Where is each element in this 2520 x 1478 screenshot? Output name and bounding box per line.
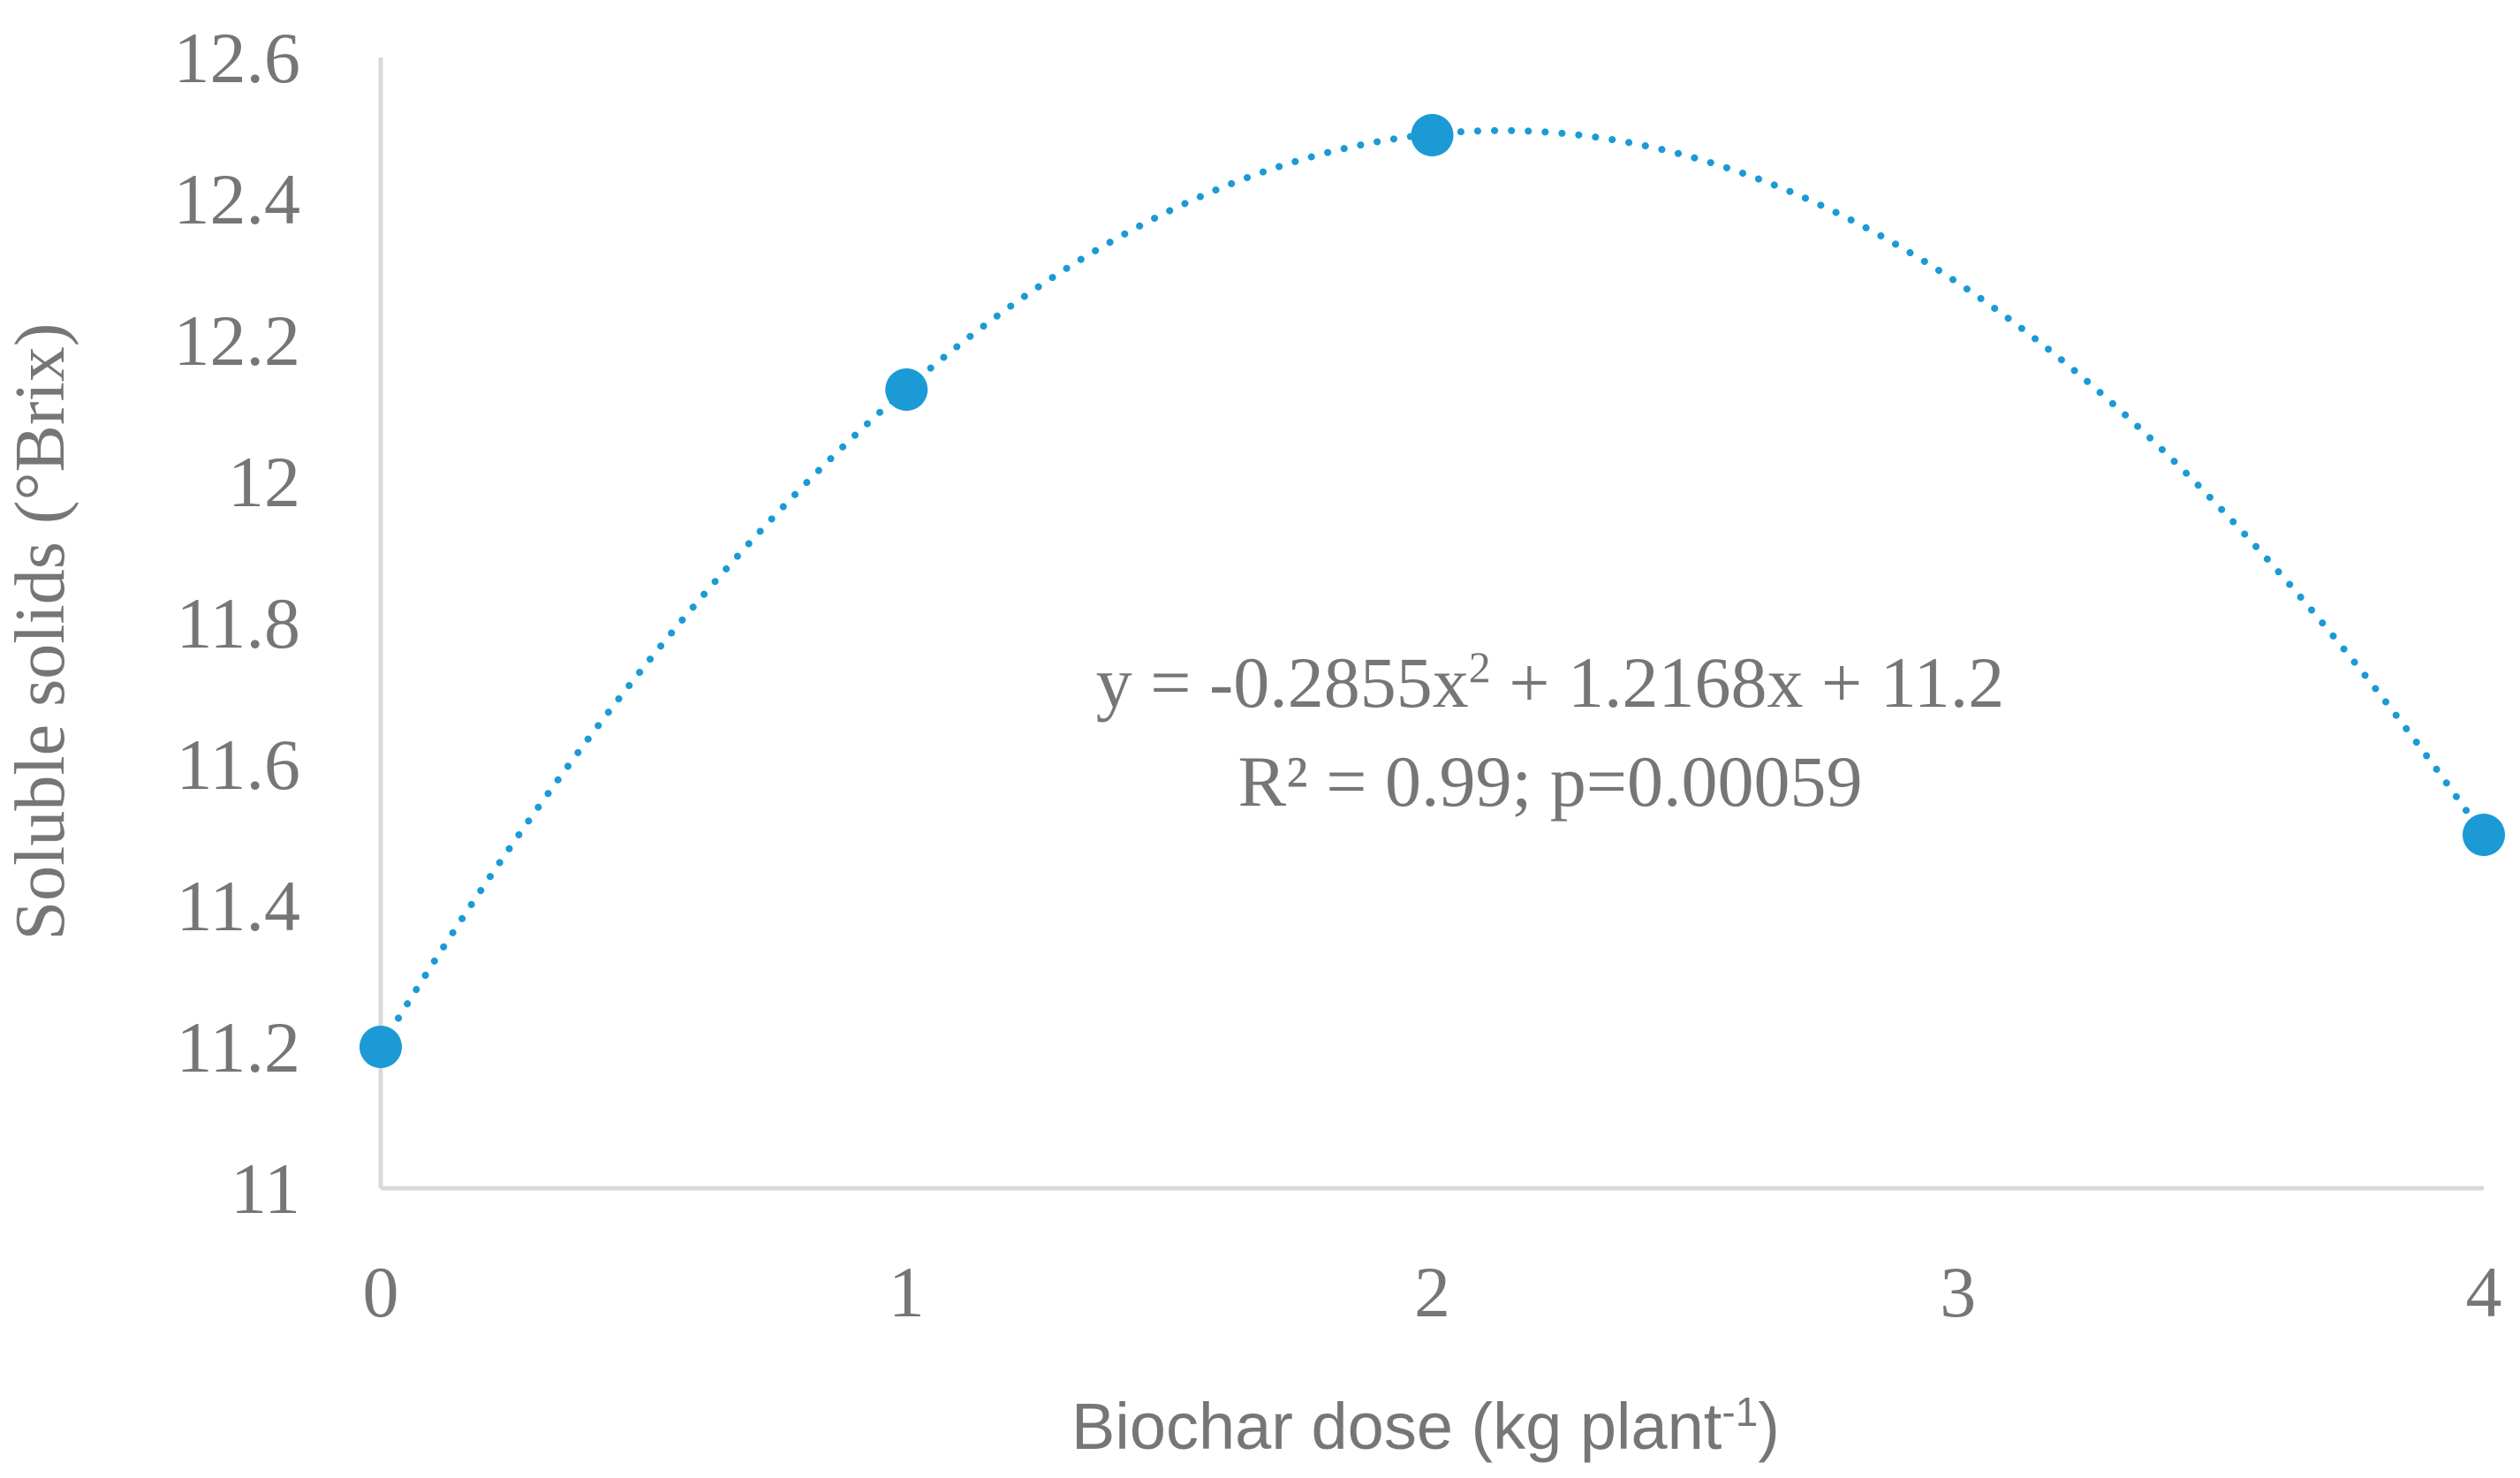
data-point bbox=[359, 1026, 402, 1068]
y-tick-label: 11 bbox=[231, 1148, 300, 1229]
x-axis-label-superscript: -1 bbox=[1722, 1389, 1758, 1435]
x-axis-label: Biochar dose (kg plant-1) bbox=[1071, 1389, 1780, 1463]
y-tick-label: 12.4 bbox=[174, 159, 301, 239]
data-point bbox=[885, 368, 928, 411]
trendline-statistics: R² = 0.99; p=0.00059 bbox=[1237, 741, 1862, 822]
y-tick-label: 12 bbox=[228, 442, 300, 522]
trendline-layer bbox=[377, 126, 2487, 1050]
x-tick-label: 4 bbox=[2466, 1252, 2502, 1332]
x-tick-label: 0 bbox=[363, 1252, 399, 1332]
y-tick-label: 11.8 bbox=[177, 583, 300, 663]
trendline-equation: y = -0.2855x2 + 1.2168x + 11.2 bbox=[1096, 642, 2005, 723]
x-tick-label: 3 bbox=[1940, 1252, 1976, 1332]
equation-superscript: 2 bbox=[1469, 642, 1491, 692]
equation-part1: y = -0.2855x bbox=[1096, 642, 1469, 723]
y-tick-label: 11.4 bbox=[177, 866, 300, 946]
x-tick-label: 1 bbox=[889, 1252, 925, 1332]
axes bbox=[378, 57, 2484, 1191]
x-axis-label-suffix: ) bbox=[1758, 1390, 1780, 1463]
equation-part2: + 1.2168x + 11.2 bbox=[1491, 642, 2004, 723]
trendline bbox=[377, 126, 2487, 1050]
y-tick-label: 11.2 bbox=[177, 1007, 300, 1088]
data-point bbox=[1411, 114, 1454, 156]
y-tick-label: 12.2 bbox=[174, 300, 301, 381]
y-tick-label: 12.6 bbox=[174, 18, 301, 98]
x-tick-label: 2 bbox=[1414, 1252, 1450, 1332]
y-axis-label: Soluble solids (°Brix) bbox=[2, 323, 79, 941]
y-tick-label: 11.6 bbox=[177, 724, 300, 805]
data-point bbox=[2463, 814, 2505, 856]
x-axis-label-main: Biochar dose (kg plant bbox=[1071, 1390, 1722, 1463]
data-points bbox=[359, 114, 2505, 1068]
